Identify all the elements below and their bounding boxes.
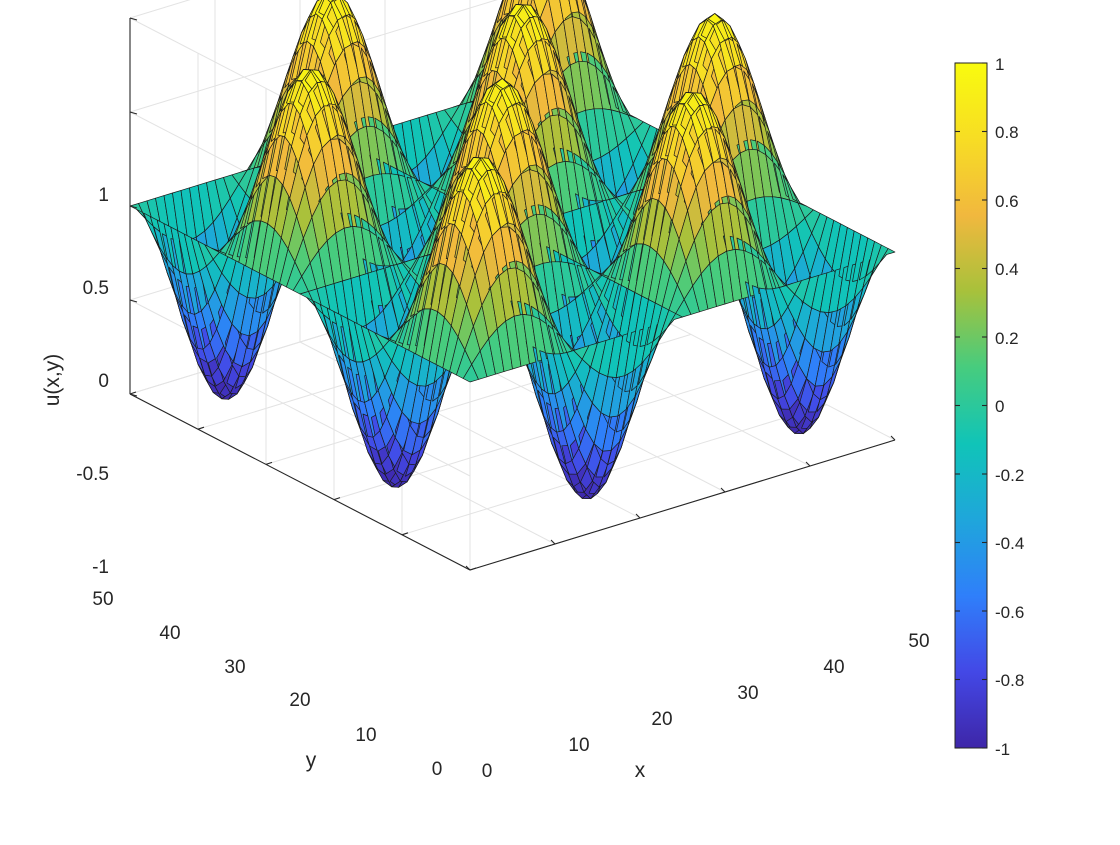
axis-labels: x y u(x,y)	[41, 354, 646, 782]
colorbar-gradient	[954, 62, 988, 749]
z-tick-label: -1	[92, 557, 109, 578]
y-tick-mark	[401, 532, 409, 536]
x-tick-label: 30	[737, 683, 758, 704]
z-axis-label: u(x,y)	[41, 354, 64, 407]
z-tick-label: 0.5	[83, 278, 109, 299]
z-tick-label: -0.5	[76, 464, 109, 485]
colorbar-tick-label: 1	[995, 55, 1004, 74]
x-tick-mark	[635, 513, 641, 519]
surface-facet	[879, 248, 896, 264]
y-tick-label: 0	[432, 759, 443, 780]
y-tick-label: 20	[289, 690, 310, 711]
colorbar-tick-label: -0.2	[995, 466, 1024, 485]
tick-labels: 0 10 20 30 40 50 0 10 20 30 40 50 -1 -0.…	[76, 185, 929, 782]
y-tick-label: 40	[159, 623, 180, 644]
x-tick-mark	[465, 565, 471, 571]
z-tick-label: 0	[98, 371, 109, 392]
z-tick-mark	[129, 299, 138, 303]
surface-mesh	[129, 0, 896, 500]
z-tick-label: 1	[98, 185, 109, 206]
colorbar-tick-label: 0.2	[995, 329, 1019, 348]
y-tick-mark	[469, 567, 477, 571]
surface-facet	[498, 0, 504, 12]
colorbar-tick-label: -0.8	[995, 671, 1024, 690]
x-tick-label: 50	[908, 631, 929, 652]
y-tick-mark	[129, 391, 137, 395]
colorbar-ticks	[955, 62, 987, 749]
y-tick-label: 30	[224, 657, 245, 678]
x-axis-line	[469, 439, 896, 571]
surface-facet	[316, 0, 320, 2]
y-tick-mark	[333, 497, 341, 501]
x-tick-label: 20	[651, 709, 672, 730]
x-tick-mark	[550, 539, 556, 545]
x-tick-label: 10	[568, 735, 589, 756]
colorbar-tick-label: -1	[995, 740, 1010, 759]
y-axis-line	[129, 393, 471, 571]
colorbar-tick-label: -0.6	[995, 603, 1024, 622]
y-tick-label: 10	[355, 725, 376, 746]
colorbar-tick-label: 0.4	[995, 260, 1019, 279]
z-tick-mark	[129, 205, 138, 209]
z-tick-mark	[129, 111, 138, 115]
axes	[129, 17, 896, 571]
y-tick-label: 50	[92, 589, 113, 610]
z-tick-mark	[129, 17, 138, 21]
y-tick-mark	[197, 426, 205, 430]
y-axis-label: y	[306, 749, 317, 772]
x-tick-mark	[805, 461, 811, 467]
floor-grid-line	[401, 404, 828, 536]
colorbar-labels: 1 0.8 0.6 0.4 0.2 0 -0.2 -0.4 -0.6 -0.8 …	[995, 55, 1024, 759]
colorbar: 1 0.8 0.6 0.4 0.2 0 -0.2 -0.4 -0.6 -0.8 …	[954, 55, 1024, 759]
colorbar-tick-label: 0.8	[995, 123, 1019, 142]
colorbar-tick-label: 0	[995, 397, 1004, 416]
x-axis-label: x	[635, 759, 646, 782]
z-tick-mark	[129, 393, 138, 397]
x-tick-label: 40	[823, 657, 844, 678]
x-tick-mark	[720, 487, 726, 493]
colorbar-tick-label: -0.4	[995, 534, 1024, 553]
x-tick-mark	[890, 435, 896, 441]
colorbar-tick-label: 0.6	[995, 192, 1019, 211]
x-tick-label: 0	[482, 761, 493, 782]
y-tick-mark	[265, 461, 273, 465]
